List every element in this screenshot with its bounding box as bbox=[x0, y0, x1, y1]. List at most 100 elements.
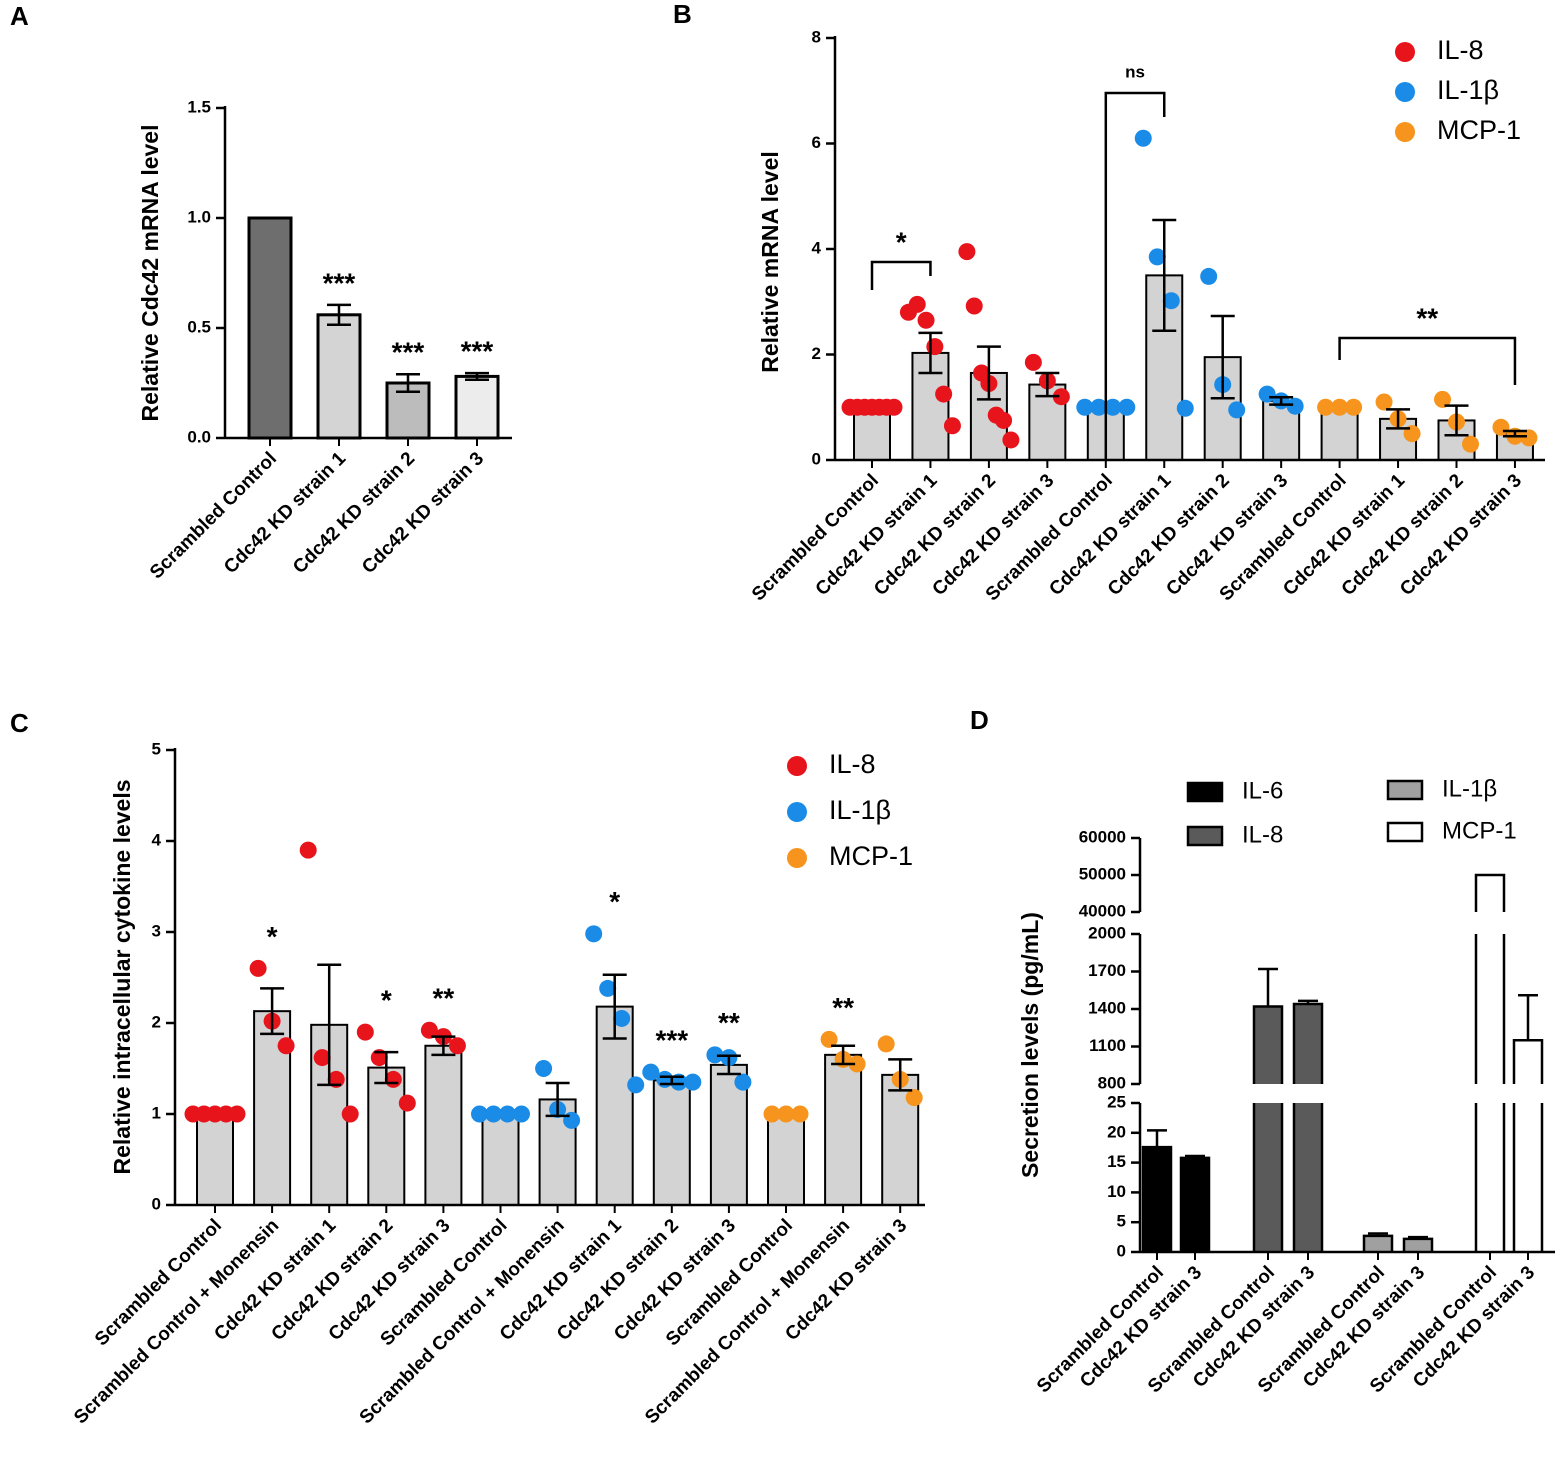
error-bar bbox=[1258, 967, 1278, 1007]
bar-outline bbox=[1252, 1103, 1284, 1252]
data-point bbox=[820, 1030, 838, 1048]
legend-marker bbox=[1186, 825, 1224, 847]
bar bbox=[1143, 1147, 1171, 1252]
y-axis-title: Relative intracellular cytokine levels bbox=[109, 779, 135, 1174]
error-bar bbox=[716, 1054, 741, 1076]
error-bar bbox=[374, 1050, 399, 1085]
data-point bbox=[1317, 398, 1335, 416]
y-tick-label: 1700 bbox=[1088, 961, 1126, 980]
legend-label: MCP-1 bbox=[829, 841, 913, 871]
significance: *** bbox=[461, 335, 494, 366]
legend-label: IL-8 bbox=[1242, 821, 1283, 848]
bar bbox=[424, 1044, 463, 1206]
error-bar bbox=[1035, 371, 1060, 398]
data-point bbox=[1228, 401, 1246, 419]
data-point bbox=[905, 1089, 923, 1107]
data-point bbox=[791, 1105, 809, 1123]
error-bar bbox=[396, 372, 420, 394]
data-point bbox=[420, 1021, 438, 1039]
error-bar bbox=[431, 1035, 456, 1057]
data-point bbox=[627, 1076, 645, 1094]
error-bar bbox=[918, 331, 943, 375]
y-axis-title: Relative Cdc42 mRNA level bbox=[137, 124, 163, 421]
legend-label: MCP-1 bbox=[1437, 115, 1521, 145]
data-point bbox=[535, 1060, 553, 1077]
data-point bbox=[1162, 292, 1180, 310]
y-tick-label: 4 bbox=[152, 830, 162, 849]
panel-label: D bbox=[970, 705, 989, 735]
bar-outline bbox=[1474, 1103, 1506, 1252]
data-point bbox=[1104, 398, 1122, 416]
y-tick-label: 2 bbox=[812, 344, 821, 363]
data-point bbox=[313, 1049, 331, 1067]
y-tick-label: 60000 bbox=[1079, 827, 1126, 846]
y-axis-title: Secretion levels (pg/mL) bbox=[1017, 912, 1043, 1178]
error-bar bbox=[1502, 429, 1527, 438]
y-tick-label: 2 bbox=[152, 1012, 161, 1031]
data-point bbox=[1148, 248, 1166, 266]
data-point bbox=[1052, 388, 1070, 406]
error-bar bbox=[1185, 1154, 1205, 1158]
bracket-label: ns bbox=[1125, 62, 1145, 81]
bar bbox=[1404, 1238, 1432, 1252]
data-point bbox=[1076, 398, 1094, 416]
significance: ** bbox=[433, 983, 455, 1014]
legend-marker bbox=[787, 802, 807, 822]
data-point bbox=[228, 1105, 246, 1123]
y-tick-label: 0 bbox=[1117, 1241, 1126, 1260]
bar-outline bbox=[1292, 1103, 1324, 1252]
y-tick-label: 5 bbox=[152, 739, 161, 758]
bar-outline bbox=[1474, 873, 1506, 912]
y-tick-label: 4 bbox=[812, 238, 822, 257]
bar bbox=[1476, 934, 1504, 1084]
significance: * bbox=[609, 886, 620, 917]
error-bar bbox=[888, 1058, 913, 1092]
data-point bbox=[299, 841, 317, 859]
bracket bbox=[1104, 91, 1166, 459]
y-tick-label: 3 bbox=[152, 921, 161, 940]
data-point bbox=[471, 1105, 488, 1123]
y-tick-label: 5 bbox=[1117, 1212, 1126, 1231]
legend-marker bbox=[1395, 42, 1415, 62]
data-point bbox=[1002, 431, 1020, 449]
data-point bbox=[885, 398, 903, 416]
bar bbox=[767, 1113, 805, 1206]
significance: ** bbox=[718, 1007, 740, 1038]
bracket bbox=[1338, 336, 1517, 385]
data-point bbox=[935, 385, 953, 403]
legend-marker bbox=[1186, 781, 1224, 803]
error-bar bbox=[1408, 1235, 1428, 1239]
x-tick-label: Scrambled Control bbox=[146, 448, 281, 583]
bar bbox=[454, 374, 500, 440]
error-bar bbox=[1444, 404, 1469, 437]
bar bbox=[316, 313, 362, 440]
data-point bbox=[734, 1073, 752, 1091]
bar bbox=[1294, 1103, 1322, 1252]
data-point bbox=[1434, 390, 1451, 408]
bar-outline bbox=[1362, 1234, 1394, 1252]
error-bar bbox=[1210, 314, 1235, 400]
error-bar bbox=[1368, 1232, 1388, 1236]
significance: *** bbox=[655, 1025, 688, 1056]
legend-marker bbox=[1395, 122, 1415, 142]
error-bar bbox=[545, 1081, 570, 1118]
significance: ** bbox=[832, 992, 854, 1023]
error-bar bbox=[831, 1044, 856, 1066]
data-point bbox=[499, 1105, 516, 1123]
data-point bbox=[563, 1111, 581, 1129]
error-bar bbox=[1152, 218, 1177, 333]
x-tick-label: Scrambled Control + Monensin bbox=[641, 1215, 854, 1428]
bar bbox=[652, 1079, 691, 1206]
x-tick-label: Cdc42 KD strain 1 bbox=[220, 448, 350, 578]
panel-label: A bbox=[10, 1, 29, 31]
bracket bbox=[870, 260, 932, 290]
bar bbox=[1514, 1040, 1542, 1084]
bar-outline bbox=[1402, 1237, 1434, 1252]
data-point bbox=[965, 297, 983, 315]
data-point bbox=[1492, 418, 1510, 436]
data-point bbox=[848, 1055, 866, 1073]
bar bbox=[1364, 1235, 1392, 1252]
data-point bbox=[777, 1105, 795, 1123]
data-point bbox=[917, 311, 935, 329]
